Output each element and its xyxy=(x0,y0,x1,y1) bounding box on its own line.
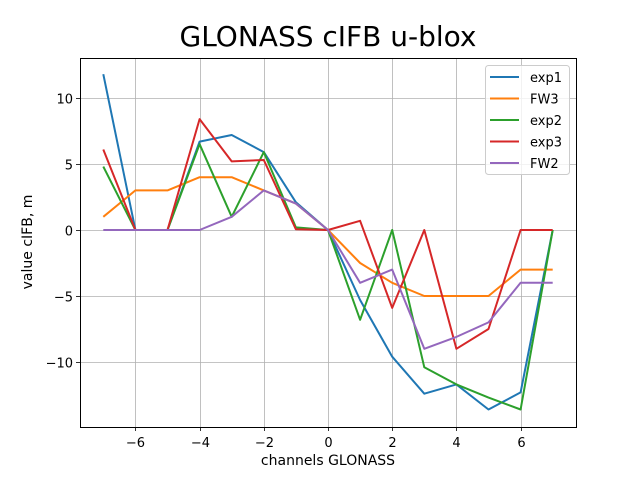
legend-label: exp3 xyxy=(530,136,562,151)
series-line-fw3 xyxy=(102,176,553,297)
x-axis-ticks: −6 −4 −2 0 2 4 6 xyxy=(126,427,526,451)
legend-label: exp1 xyxy=(530,71,562,86)
x-tick-label: 2 xyxy=(388,436,396,451)
x-tick-label: −6 xyxy=(126,436,145,451)
y-axis-label: value cIFB, m xyxy=(20,194,36,290)
series-line-fw2 xyxy=(103,189,553,350)
x-tick-label: 4 xyxy=(452,436,460,451)
y-axis-ticks: −10 −5 0 5 10 xyxy=(46,93,80,372)
legend: exp1 FW3 exp2 exp3 FW2 xyxy=(485,65,570,175)
legend-label: exp2 xyxy=(530,114,562,129)
x-tick-label: 0 xyxy=(324,436,332,451)
y-tick-label: 0 xyxy=(65,225,73,240)
x-tick-label: −4 xyxy=(191,436,210,451)
chart-title: GLONASS cIFB u-blox xyxy=(179,20,477,53)
x-axis-label: channels GLONASS xyxy=(260,453,396,469)
y-tick-label: −5 xyxy=(54,291,73,306)
x-tick-label: −2 xyxy=(255,436,274,451)
y-tick-label: −10 xyxy=(46,357,73,372)
x-tick-label: 6 xyxy=(517,436,525,451)
legend-label: FW2 xyxy=(530,157,559,172)
series-line-exp2 xyxy=(102,143,554,411)
y-tick-label: 5 xyxy=(65,159,73,174)
data-lines xyxy=(102,73,554,411)
legend-label: FW3 xyxy=(530,93,559,108)
y-tick-label: 10 xyxy=(56,93,73,108)
legend-box xyxy=(485,65,570,175)
